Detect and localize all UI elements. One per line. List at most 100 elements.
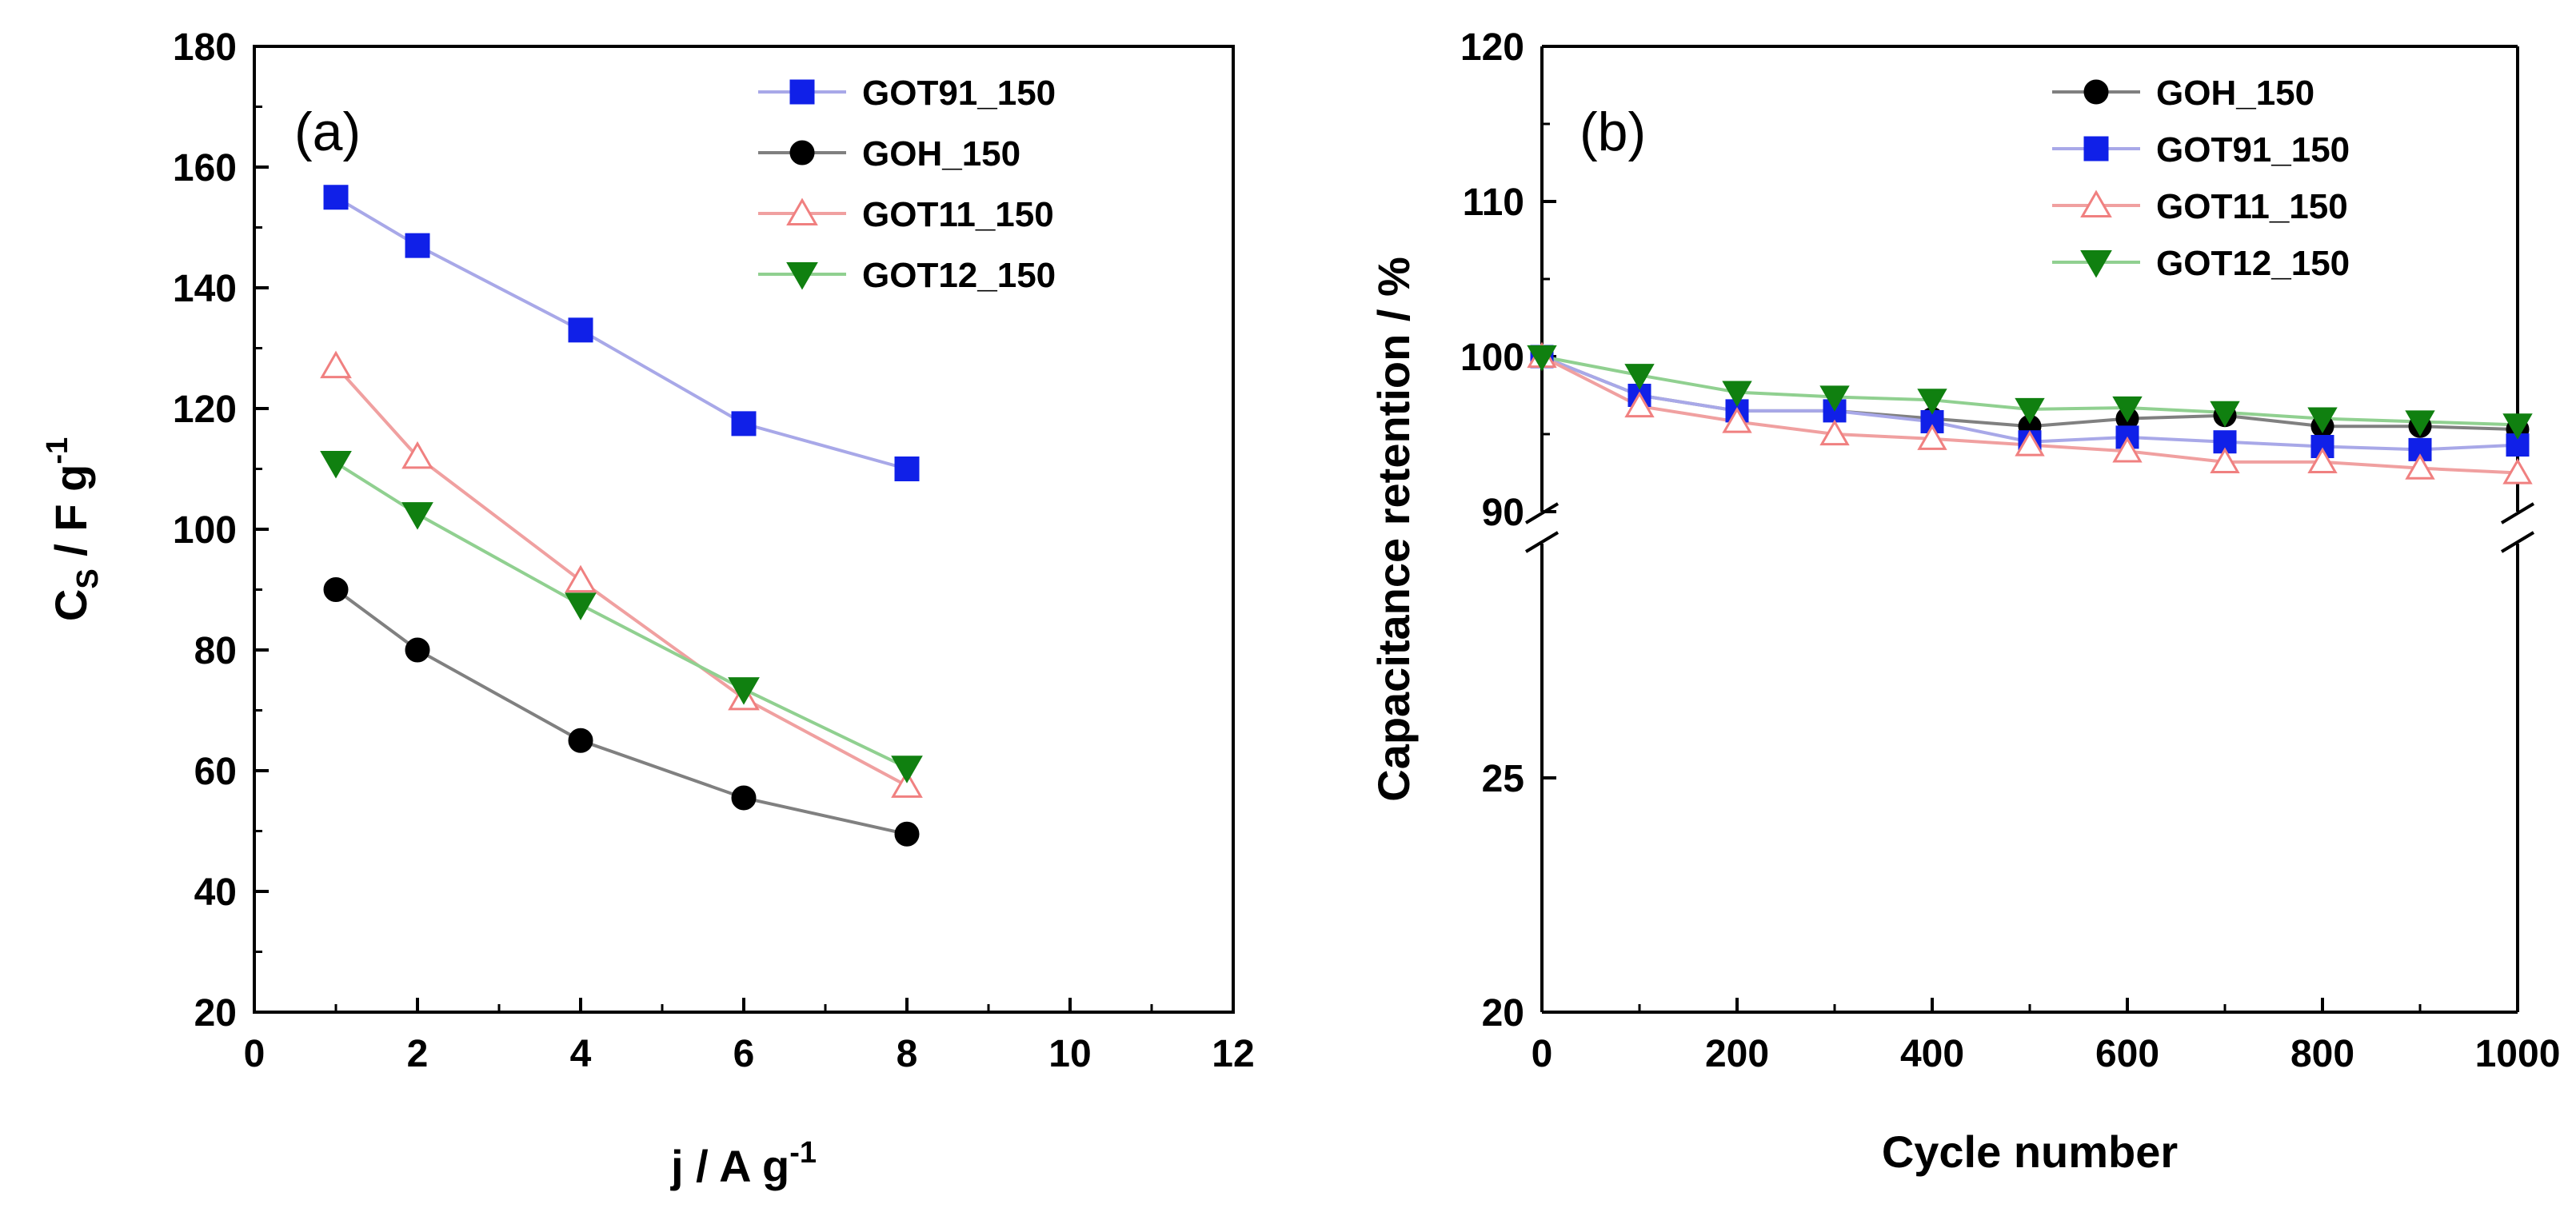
y-tick-label-b-lower-20: 20 bbox=[1482, 992, 1524, 1035]
point-b-got12-150-400 bbox=[1917, 389, 1947, 415]
x-tick-label-a-0: 0 bbox=[244, 1033, 266, 1075]
y-tick-label-a-180: 180 bbox=[173, 26, 237, 69]
point-a-got12-150-8 bbox=[891, 756, 923, 783]
point-b-got12-150-500 bbox=[2015, 397, 2045, 425]
x-tick-label-a-6: 6 bbox=[733, 1033, 755, 1075]
legend-b: GOH_150 GOT91_150 GOT11_150 GOT12_150 bbox=[2052, 74, 2350, 283]
legend-label-a-goh-150: GOH_150 bbox=[862, 134, 1020, 173]
y-axis-title-b: Capacitance retention / % bbox=[1368, 257, 1419, 802]
point-a-got91-150-8 bbox=[894, 457, 920, 481]
axis-break-right-mark-1 bbox=[2500, 502, 2535, 524]
point-a-got91-150-2 bbox=[405, 233, 430, 258]
y-axis-title-a-main: C bbox=[46, 589, 96, 621]
point-b-got12-150-0 bbox=[1527, 345, 1557, 372]
point-b-got11-150-300 bbox=[1819, 419, 1850, 446]
x-tick-label-a-2: 2 bbox=[407, 1033, 429, 1075]
y-tick-label-a-60: 60 bbox=[194, 751, 237, 793]
point-a-got91-150-6 bbox=[731, 411, 757, 437]
y-tick-label-b-upper-110: 110 bbox=[1463, 181, 1524, 224]
x-tick-label-b-1000: 1000 bbox=[2475, 1033, 2561, 1075]
point-b-got11-150-1000 bbox=[2502, 458, 2533, 484]
x-tick-label-b-200: 200 bbox=[1705, 1033, 1769, 1075]
legend-label-b-got12-150: GOT12_150 bbox=[2156, 244, 2350, 283]
x-tick-label-a-10: 10 bbox=[1048, 1033, 1091, 1075]
point-b-got12-150-300 bbox=[1819, 385, 1850, 412]
point-b-got11-150-400 bbox=[1917, 424, 1947, 450]
series-group-b bbox=[1527, 341, 2533, 484]
point-a-got11-150-8 bbox=[891, 770, 923, 798]
y-tick-label-a-20: 20 bbox=[194, 992, 237, 1035]
point-a-got11-150-1 bbox=[320, 350, 352, 379]
point-b-got11-150-800 bbox=[2307, 447, 2338, 474]
y-axis-title-a-sup: -1 bbox=[41, 437, 74, 464]
x-tick-label-b-400: 400 bbox=[1900, 1033, 1964, 1075]
x-tick-label-b-800: 800 bbox=[2290, 1033, 2354, 1075]
legend-marker-a-got11-150 bbox=[786, 197, 818, 225]
point-a-got91-150-4 bbox=[568, 317, 593, 343]
series-group-a bbox=[320, 185, 923, 847]
y-tick-label-a-140: 140 bbox=[173, 268, 237, 310]
x-axis-title-a: j / A g-1 bbox=[670, 1136, 817, 1191]
point-b-got11-150-500 bbox=[2015, 430, 2045, 457]
panel-label-a: (a) bbox=[294, 102, 361, 162]
chart-panel-a: 0 2 4 6 8 10 12 20 40 60 80 100 120 140 160 180 GOT91_1… bbox=[41, 26, 1255, 1191]
legend-label-a-got11-150: GOT11_150 bbox=[862, 195, 1054, 234]
point-b-got12-150-1000 bbox=[2502, 413, 2533, 440]
point-b-got12-150-800 bbox=[2307, 407, 2338, 434]
point-a-got12-150-4 bbox=[565, 592, 597, 620]
y-tick-label-b-lower-25: 25 bbox=[1482, 758, 1524, 800]
x-tick-label-b-0: 0 bbox=[1532, 1033, 1553, 1075]
y-tick-label-a-120: 120 bbox=[173, 389, 237, 431]
y-axis-title-a: CS / F g-1 bbox=[41, 437, 105, 621]
plot-frame-a bbox=[253, 45, 1235, 1014]
legend-label-b-got91-150: GOT91_150 bbox=[2156, 130, 2350, 169]
point-b-got12-150-700 bbox=[2210, 401, 2240, 428]
chart-panel-b: 0 200 400 600 800 1000 90 100 110 120 20 25 GOH_150… bbox=[1368, 26, 2560, 1177]
y-tick-label-a-160: 160 bbox=[173, 147, 237, 189]
x-axis-title-a-sup: -1 bbox=[789, 1136, 817, 1170]
series-line-a-got11-150 bbox=[334, 365, 908, 787]
axis-break-right-mark-2 bbox=[2500, 531, 2535, 553]
point-a-goh-150-4 bbox=[568, 728, 593, 753]
legend-marker-a-got91-150 bbox=[789, 79, 815, 105]
point-b-got12-150-600 bbox=[2112, 396, 2143, 423]
point-a-goh-150-8 bbox=[894, 821, 920, 847]
point-a-goh-150-6 bbox=[731, 785, 757, 811]
x-tick-label-a-4: 4 bbox=[570, 1033, 592, 1075]
legend-label-a-got91-150: GOT91_150 bbox=[862, 74, 1056, 113]
y-axis-title-a-rest: / F g bbox=[46, 464, 96, 569]
legend-label-b-goh-150: GOH_150 bbox=[2156, 74, 2314, 113]
x-tick-label-a-8: 8 bbox=[897, 1033, 918, 1075]
y-tick-label-b-upper-100: 100 bbox=[1460, 337, 1524, 379]
y-tick-label-a-100: 100 bbox=[173, 509, 237, 552]
point-b-got11-150-700 bbox=[2210, 447, 2240, 474]
panel-label-b: (b) bbox=[1580, 102, 1646, 162]
legend-label-b-got11-150: GOT11_150 bbox=[2156, 187, 2348, 226]
point-b-got11-150-600 bbox=[2112, 436, 2143, 463]
legend-marker-a-got12-150 bbox=[786, 262, 818, 290]
axis-break-right bbox=[2500, 502, 2535, 553]
point-b-got11-150-900 bbox=[2405, 453, 2435, 480]
y-axis-title-a-sub: S bbox=[71, 568, 105, 588]
legend-marker-b-got12-150 bbox=[2080, 250, 2112, 278]
x-tick-label-a-12: 12 bbox=[1212, 1033, 1254, 1075]
point-b-got12-150-100 bbox=[1624, 364, 1655, 390]
y-tick-label-a-80: 80 bbox=[194, 630, 237, 672]
axis-break-left-mark-2 bbox=[1524, 531, 1560, 553]
point-a-got12-150-2 bbox=[401, 502, 433, 530]
legend-marker-a-goh-150 bbox=[789, 140, 815, 165]
legend-label-a-got12-150: GOT12_150 bbox=[862, 256, 1056, 295]
point-b-got12-150-900 bbox=[2405, 410, 2435, 437]
x-tick-label-b-600: 600 bbox=[2095, 1033, 2159, 1075]
legend-marker-b-goh-150 bbox=[2083, 79, 2109, 105]
point-a-got91-150-1 bbox=[323, 185, 349, 210]
axis-ticks-b: 0 200 400 600 800 1000 90 100 110 120 20 25 bbox=[1460, 26, 2560, 1075]
legend-marker-b-got11-150 bbox=[2080, 189, 2112, 217]
legend-marker-b-got91-150 bbox=[2083, 136, 2109, 161]
point-a-goh-150-1 bbox=[323, 577, 349, 602]
point-a-got12-150-1 bbox=[320, 450, 352, 479]
point-a-got11-150-4 bbox=[565, 564, 597, 593]
y-tick-label-a-40: 40 bbox=[194, 871, 237, 914]
point-b-got11-150-100 bbox=[1624, 391, 1655, 418]
